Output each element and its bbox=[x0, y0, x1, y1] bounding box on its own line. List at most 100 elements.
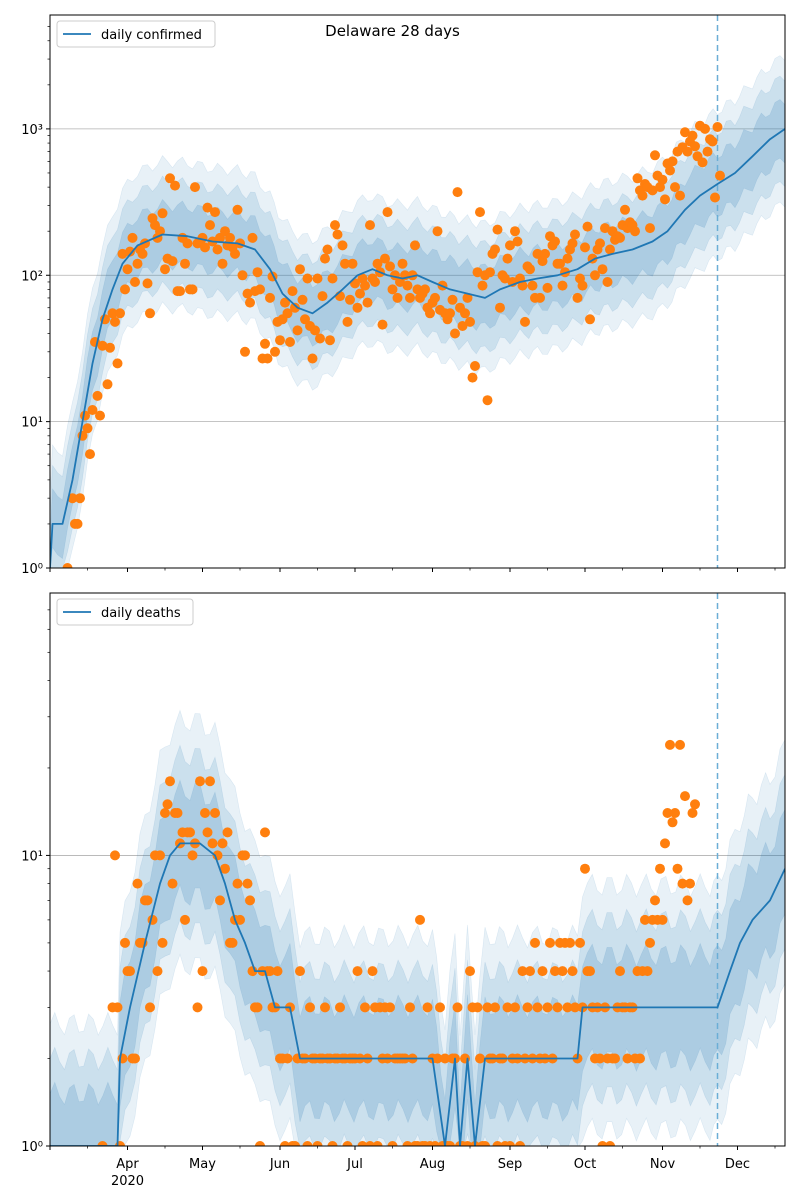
data-point bbox=[217, 838, 228, 849]
data-point bbox=[380, 253, 390, 264]
data-point bbox=[425, 308, 435, 319]
data-point bbox=[502, 1002, 513, 1013]
data-point bbox=[287, 286, 298, 297]
data-point bbox=[660, 194, 670, 205]
data-point bbox=[465, 316, 475, 327]
data-point bbox=[365, 1141, 375, 1146]
x-tick-label: Oct bbox=[574, 1157, 596, 1172]
data-point bbox=[655, 863, 665, 874]
data-point bbox=[590, 270, 600, 281]
data-point bbox=[240, 346, 250, 357]
legend: daily deaths bbox=[56, 598, 194, 626]
data-point bbox=[292, 325, 303, 336]
data-point bbox=[670, 182, 680, 193]
x-tick-label: May bbox=[189, 1157, 216, 1172]
data-point bbox=[160, 808, 170, 818]
data-point bbox=[572, 292, 583, 303]
chart-title: Delaware 28 days bbox=[325, 22, 460, 40]
data-point bbox=[402, 280, 413, 291]
data-point bbox=[125, 246, 135, 257]
data-point bbox=[290, 1141, 300, 1146]
axes-frame bbox=[49, 592, 786, 1147]
data-point bbox=[365, 220, 375, 231]
data-point bbox=[72, 518, 83, 529]
data-point bbox=[615, 232, 625, 243]
data-point bbox=[75, 493, 85, 504]
data-point bbox=[362, 297, 373, 308]
data-point bbox=[542, 282, 553, 293]
plot-area bbox=[50, 15, 785, 568]
data-point bbox=[107, 308, 118, 319]
data-point bbox=[682, 146, 693, 157]
data-point bbox=[422, 1002, 433, 1013]
data-point bbox=[265, 966, 275, 977]
data-point bbox=[282, 1053, 293, 1064]
data-point bbox=[105, 342, 115, 353]
data-point bbox=[552, 1002, 563, 1013]
data-point bbox=[130, 1053, 140, 1064]
data-point bbox=[637, 190, 648, 201]
data-point bbox=[115, 308, 125, 319]
data-point bbox=[160, 264, 170, 275]
data-point bbox=[495, 302, 505, 313]
data-point bbox=[180, 258, 190, 269]
data-point bbox=[510, 1002, 520, 1013]
data-point bbox=[482, 1002, 493, 1013]
data-point bbox=[460, 308, 470, 319]
data-point bbox=[665, 739, 675, 750]
data-point bbox=[575, 937, 585, 948]
data-point bbox=[527, 280, 538, 291]
data-point bbox=[605, 244, 615, 255]
data-point bbox=[340, 258, 350, 269]
series-line bbox=[50, 842, 785, 1146]
data-point bbox=[475, 1053, 485, 1064]
data-point bbox=[492, 224, 503, 235]
data-point bbox=[570, 229, 580, 240]
data-point bbox=[232, 204, 243, 215]
data-point bbox=[132, 258, 143, 269]
x-tick-label: Jul bbox=[346, 1157, 363, 1172]
data-point bbox=[675, 739, 685, 750]
data-point bbox=[387, 284, 398, 295]
data-point bbox=[410, 240, 420, 251]
data-point bbox=[690, 141, 700, 152]
x-tick-label: Nov bbox=[650, 1157, 676, 1172]
data-point bbox=[245, 895, 255, 906]
data-point bbox=[210, 207, 220, 218]
plot-area bbox=[50, 593, 785, 1146]
data-point bbox=[510, 226, 520, 237]
data-point bbox=[285, 337, 295, 347]
data-point bbox=[125, 966, 135, 977]
data-point bbox=[662, 808, 673, 818]
data-point bbox=[265, 292, 275, 303]
data-point bbox=[225, 232, 235, 243]
data-point bbox=[342, 1141, 353, 1146]
data-point bbox=[112, 1002, 123, 1013]
data-point bbox=[515, 1141, 525, 1146]
data-point bbox=[500, 273, 510, 284]
deaths-panel: 10⁰ 10¹ Apr 2020 May Jun Jul Aug Sep Oct Nov Dec dai… bbox=[21, 592, 786, 1189]
legend-box bbox=[56, 598, 194, 626]
data-point bbox=[545, 937, 555, 948]
data-point bbox=[580, 242, 590, 253]
data-point bbox=[580, 863, 590, 874]
data-point bbox=[610, 1053, 620, 1064]
x-tick-label: Aug bbox=[420, 1157, 445, 1172]
data-point bbox=[210, 808, 220, 818]
data-point bbox=[415, 914, 425, 925]
data-point bbox=[667, 156, 678, 167]
x-tick-label: Dec bbox=[725, 1157, 750, 1172]
data-point bbox=[112, 358, 123, 369]
data-point bbox=[110, 316, 120, 327]
data-point bbox=[372, 1141, 383, 1146]
data-point bbox=[117, 248, 128, 259]
data-point bbox=[280, 1141, 290, 1146]
data-point bbox=[82, 423, 93, 434]
data-point bbox=[215, 895, 225, 906]
data-point bbox=[290, 302, 300, 313]
data-point bbox=[172, 808, 183, 818]
data-point bbox=[712, 122, 723, 132]
data-point bbox=[67, 493, 78, 504]
data-point bbox=[345, 294, 355, 305]
